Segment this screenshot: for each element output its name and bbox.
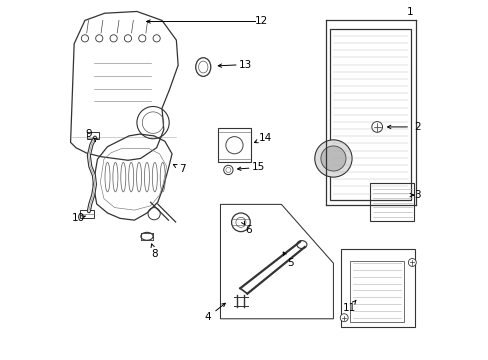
Text: 5: 5 (286, 258, 293, 268)
Circle shape (314, 140, 351, 177)
Text: 3: 3 (413, 190, 420, 200)
Text: 14: 14 (258, 133, 271, 143)
Text: 11: 11 (342, 303, 355, 313)
Text: 6: 6 (244, 225, 251, 235)
Circle shape (96, 35, 102, 42)
Text: 10: 10 (72, 213, 85, 223)
Bar (80, 210, 94, 219)
Text: 13: 13 (239, 59, 252, 69)
Circle shape (139, 35, 145, 42)
Text: 4: 4 (204, 312, 211, 322)
Circle shape (153, 35, 160, 42)
Text: 15: 15 (252, 162, 265, 172)
Bar (86, 132, 99, 139)
Text: 12: 12 (255, 17, 268, 27)
Circle shape (124, 35, 131, 42)
Circle shape (110, 35, 117, 42)
Circle shape (407, 258, 415, 266)
Text: 8: 8 (151, 249, 158, 259)
Circle shape (81, 35, 88, 42)
Text: 1: 1 (406, 7, 413, 17)
Circle shape (371, 122, 382, 132)
Text: 9: 9 (85, 129, 92, 139)
Circle shape (320, 146, 346, 171)
Text: 2: 2 (413, 122, 420, 132)
Circle shape (340, 314, 347, 321)
Text: 7: 7 (179, 164, 186, 174)
